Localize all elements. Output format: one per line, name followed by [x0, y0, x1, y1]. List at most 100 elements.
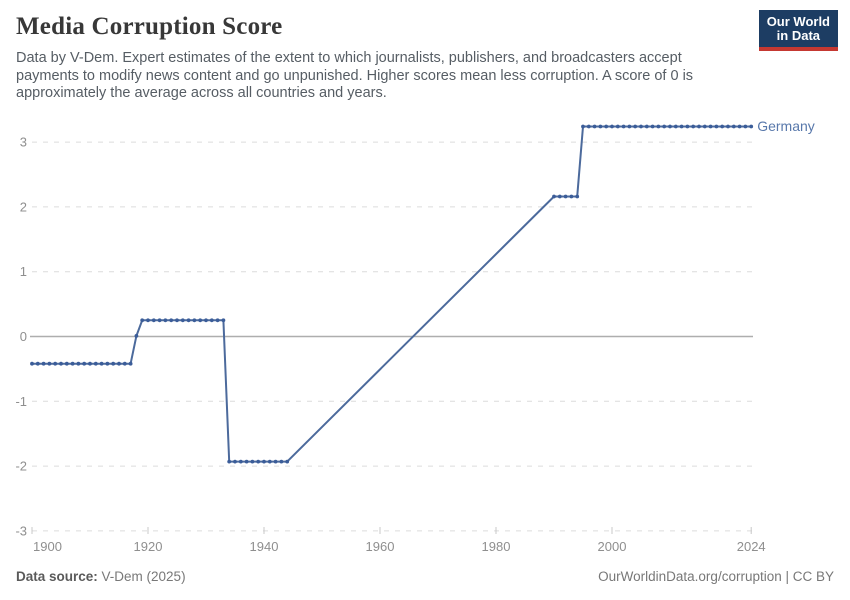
data-point[interactable] [731, 124, 736, 129]
data-point[interactable] [105, 361, 110, 366]
data-point[interactable] [621, 124, 626, 129]
data-point[interactable] [198, 318, 203, 323]
data-point[interactable] [743, 124, 748, 129]
data-point[interactable] [244, 459, 249, 464]
y-axis-tick-label: 2 [20, 199, 27, 214]
data-point[interactable] [708, 124, 713, 129]
data-point[interactable] [285, 459, 290, 464]
data-point[interactable] [581, 124, 585, 129]
x-axis-tick-label: 1980 [482, 539, 511, 554]
data-point[interactable] [192, 318, 197, 323]
data-point[interactable] [250, 459, 255, 464]
owid-logo[interactable]: Our World in Data [758, 10, 838, 51]
data-point[interactable] [117, 361, 121, 366]
data-source-label: Data source: [16, 569, 98, 584]
entity-label-germany[interactable]: Germany [757, 118, 815, 134]
data-point[interactable] [186, 318, 191, 323]
data-point[interactable] [552, 194, 556, 199]
data-point[interactable] [59, 361, 63, 366]
data-point[interactable] [644, 124, 649, 129]
data-line-germany[interactable] [32, 125, 752, 463]
data-point[interactable] [586, 124, 591, 129]
data-point[interactable] [633, 124, 638, 129]
y-axis-tick-label: 1 [20, 264, 27, 279]
data-point[interactable] [53, 361, 58, 366]
x-axis-tick-label: 2000 [598, 539, 627, 554]
data-point[interactable] [615, 124, 620, 129]
data-point[interactable] [656, 124, 661, 129]
data-point[interactable] [180, 318, 185, 323]
data-point[interactable] [157, 318, 162, 323]
data-point[interactable] [215, 318, 220, 323]
data-point[interactable] [82, 361, 87, 366]
data-point[interactable] [697, 124, 701, 129]
data-point[interactable] [737, 124, 742, 129]
data-point[interactable] [204, 318, 208, 323]
data-point[interactable] [726, 124, 730, 129]
data-point[interactable] [627, 124, 632, 129]
data-point[interactable] [575, 194, 580, 199]
data-point[interactable] [668, 124, 672, 129]
data-point[interactable] [76, 361, 81, 366]
data-point[interactable] [169, 318, 174, 323]
data-point[interactable] [569, 194, 574, 199]
data-point[interactable] [99, 361, 104, 366]
data-point[interactable] [93, 361, 98, 366]
data-point[interactable] [64, 361, 69, 366]
data-source-note: Data source: V-Dem (2025) [16, 569, 186, 584]
owid-logo-line1: Our World [766, 14, 830, 29]
data-point[interactable] [111, 361, 116, 366]
data-point[interactable] [209, 318, 214, 323]
data-source-value: V-Dem (2025) [97, 569, 186, 584]
data-point[interactable] [267, 459, 272, 464]
credit-link[interactable]: OurWorldinData.org/corruption | CC BY [598, 569, 834, 584]
data-point[interactable] [685, 124, 690, 129]
data-point[interactable] [610, 124, 614, 129]
data-point[interactable] [221, 318, 226, 323]
data-point[interactable] [702, 124, 707, 129]
data-point[interactable] [151, 318, 156, 323]
y-axis-tick-label: 3 [20, 135, 27, 150]
data-point[interactable] [592, 124, 597, 129]
y-axis-tick-label: -1 [15, 394, 27, 409]
data-point[interactable] [720, 124, 725, 129]
data-point[interactable] [146, 318, 150, 323]
data-point[interactable] [140, 318, 145, 323]
data-point[interactable] [662, 124, 667, 129]
data-point[interactable] [749, 124, 754, 129]
data-point[interactable] [128, 361, 133, 366]
data-point[interactable] [557, 194, 562, 199]
chart-title: Media Corruption Score [16, 13, 283, 40]
data-point[interactable] [639, 124, 643, 129]
data-point[interactable] [262, 459, 266, 464]
data-point[interactable] [238, 459, 243, 464]
x-axis-tick-label: 1900 [33, 539, 62, 554]
data-point[interactable] [163, 318, 168, 323]
data-point[interactable] [714, 124, 719, 129]
data-point[interactable] [122, 361, 127, 366]
data-point[interactable] [227, 459, 232, 464]
x-axis-tick-label: 1920 [134, 539, 163, 554]
chart-subtitle: Data by V-Dem. Expert estimates of the e… [16, 50, 694, 101]
data-point[interactable] [35, 361, 40, 366]
data-point[interactable] [88, 361, 92, 366]
data-point[interactable] [691, 124, 696, 129]
data-point[interactable] [563, 194, 568, 199]
data-point[interactable] [273, 459, 278, 464]
data-point[interactable] [233, 459, 237, 464]
data-point[interactable] [175, 318, 179, 323]
data-point[interactable] [679, 124, 684, 129]
data-point[interactable] [256, 459, 261, 464]
data-point[interactable] [30, 361, 34, 366]
data-point[interactable] [70, 361, 75, 366]
data-point[interactable] [41, 361, 46, 366]
data-point[interactable] [279, 459, 284, 464]
data-point[interactable] [604, 124, 609, 129]
data-point[interactable] [650, 124, 655, 129]
data-point[interactable] [598, 124, 603, 129]
data-point[interactable] [47, 361, 52, 366]
data-point[interactable] [673, 124, 678, 129]
data-point[interactable] [134, 334, 139, 338]
